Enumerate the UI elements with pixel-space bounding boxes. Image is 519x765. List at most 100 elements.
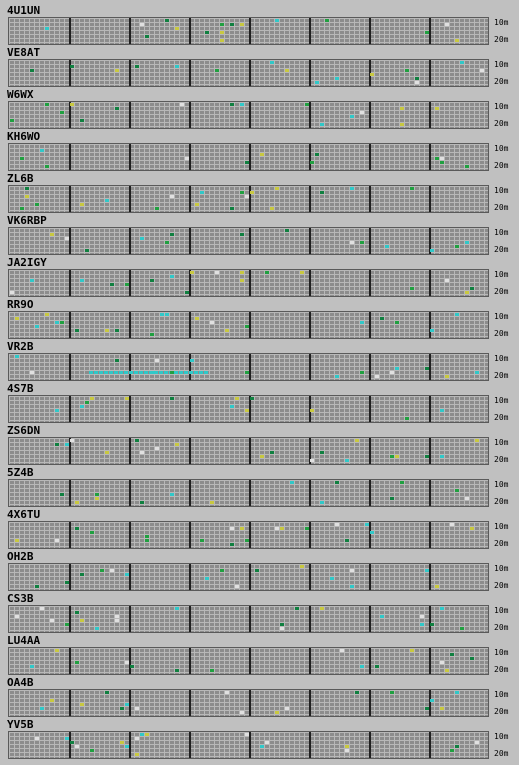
hour-divider	[429, 522, 431, 548]
band-label-10m: 10m	[494, 396, 509, 405]
hour-divider	[69, 354, 71, 380]
spot-marker	[65, 737, 69, 740]
band-label-10m: 10m	[494, 480, 509, 489]
band-time-grid	[8, 353, 489, 381]
hour-divider	[249, 60, 251, 86]
spot-marker	[120, 707, 124, 710]
hour-divider	[189, 228, 191, 254]
hour-divider	[129, 186, 131, 212]
spot-marker	[55, 539, 59, 542]
station-row: JA2IGY 10m 20m	[0, 256, 519, 298]
spot-marker	[470, 527, 474, 530]
spot-marker	[270, 451, 274, 454]
spot-marker	[195, 317, 199, 320]
hour-divider	[69, 144, 71, 170]
spot-marker	[245, 371, 249, 374]
station-callsign: 4U1UN	[7, 4, 41, 17]
spot-marker	[15, 355, 19, 358]
band-label-10m: 10m	[494, 270, 509, 279]
spot-marker	[164, 371, 168, 374]
station-row: 4U1UN 10m 20m	[0, 4, 519, 46]
spot-marker	[340, 649, 344, 652]
spot-marker	[435, 585, 439, 588]
hour-divider	[429, 18, 431, 44]
spot-marker	[200, 539, 204, 542]
hour-divider	[309, 438, 311, 464]
spot-marker	[425, 455, 429, 458]
spot-marker	[80, 405, 84, 408]
hour-divider	[429, 564, 431, 590]
band-time-grid	[8, 17, 489, 45]
spot-marker	[135, 65, 139, 68]
hour-divider	[309, 690, 311, 716]
spot-marker	[475, 741, 479, 744]
band-time-grid	[8, 731, 489, 759]
spot-marker	[270, 207, 274, 210]
spot-marker	[45, 313, 49, 316]
spot-marker	[310, 409, 314, 412]
spot-marker	[440, 707, 444, 710]
spot-marker	[395, 321, 399, 324]
hour-divider	[189, 732, 191, 758]
spot-marker	[375, 375, 379, 378]
station-row: YV5B 10m 20m	[0, 718, 519, 760]
spot-marker	[230, 23, 234, 26]
hour-divider	[429, 270, 431, 296]
spot-marker	[245, 409, 249, 412]
spot-marker	[60, 321, 64, 324]
spot-marker	[105, 691, 109, 694]
spot-marker	[280, 623, 284, 626]
spot-marker	[30, 279, 34, 282]
spot-marker	[480, 69, 484, 72]
spot-marker	[135, 737, 139, 740]
band-time-grid	[8, 689, 489, 717]
spot-marker	[154, 371, 158, 374]
spot-marker	[20, 207, 24, 210]
spot-marker	[320, 607, 324, 610]
spot-marker	[210, 321, 214, 324]
spot-marker	[80, 203, 84, 206]
spot-marker	[55, 649, 59, 652]
spot-marker	[189, 371, 193, 374]
hour-divider	[69, 480, 71, 506]
hour-divider	[189, 102, 191, 128]
spot-marker	[90, 397, 94, 400]
hour-divider	[309, 354, 311, 380]
spot-marker	[170, 371, 174, 374]
spot-marker	[335, 77, 339, 80]
spot-marker	[360, 371, 364, 374]
spot-marker	[194, 371, 198, 374]
spot-marker	[465, 241, 469, 244]
spot-marker	[150, 279, 154, 282]
spot-marker	[120, 741, 124, 744]
hour-divider	[69, 60, 71, 86]
hour-divider	[249, 396, 251, 422]
spot-marker	[300, 565, 304, 568]
hour-divider	[129, 438, 131, 464]
band-time-grid	[8, 143, 489, 171]
spot-marker	[455, 489, 459, 492]
spot-marker	[345, 749, 349, 752]
hour-divider	[69, 648, 71, 674]
spot-marker	[320, 191, 324, 194]
hour-divider	[69, 690, 71, 716]
hour-divider	[429, 648, 431, 674]
spot-marker	[400, 481, 404, 484]
hour-divider	[429, 312, 431, 338]
spot-marker	[90, 749, 94, 752]
spot-marker	[310, 459, 314, 462]
spot-marker	[445, 669, 449, 672]
hour-divider	[129, 564, 131, 590]
band-label-20m: 20m	[494, 623, 509, 632]
spot-marker	[75, 745, 79, 748]
spot-marker	[139, 371, 143, 374]
spot-marker	[400, 123, 404, 126]
spot-marker	[240, 279, 244, 282]
spot-marker	[115, 619, 119, 622]
spot-marker	[110, 283, 114, 286]
hour-divider	[129, 690, 131, 716]
hour-divider	[129, 606, 131, 632]
spot-marker	[114, 371, 118, 374]
station-callsign: 4S7B	[7, 382, 34, 395]
hour-divider	[189, 144, 191, 170]
